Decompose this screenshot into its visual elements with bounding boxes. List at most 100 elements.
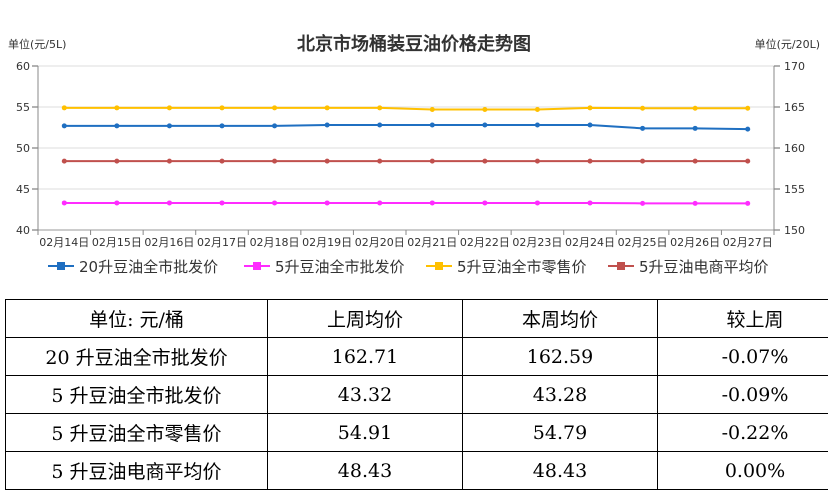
data-point <box>114 123 120 129</box>
data-point <box>534 200 540 206</box>
data-point <box>324 158 330 164</box>
data-point <box>534 122 540 128</box>
y-right-tick-label: 170 <box>784 60 805 73</box>
data-point <box>692 125 698 131</box>
table-row: 20 升豆油全市批发价 162.71 162.59 -0.07% <box>5 337 828 376</box>
y-left-tick-label: 55 <box>16 101 30 114</box>
x-tick-label: 02月25日 <box>618 236 668 249</box>
data-point <box>324 105 330 111</box>
data-point <box>219 105 225 111</box>
data-point <box>166 200 172 206</box>
legend-swatch-marker <box>617 262 625 270</box>
data-point <box>429 158 435 164</box>
y-right-unit: 单位(元/20L) <box>755 37 820 51</box>
data-point <box>429 122 435 128</box>
data-point <box>166 123 172 129</box>
x-tick-label: 02月14日 <box>39 236 89 249</box>
legend-label: 20升豆油全市批发价 <box>79 258 218 276</box>
table-cell: 48.43 <box>462 451 658 490</box>
table-header-row: 单位: 元/桶 上周均价 本周均价 较上周 <box>5 299 828 338</box>
y-right-tick-label: 155 <box>784 183 805 196</box>
data-point <box>61 105 67 111</box>
data-point <box>482 200 488 206</box>
table-cell: 162.59 <box>462 337 658 376</box>
data-point <box>114 158 120 164</box>
x-tick-label: 02月17日 <box>197 236 247 249</box>
data-point <box>377 105 383 111</box>
table-cell: 5 升豆油全市批发价 <box>5 375 268 414</box>
y-left-tick-label: 40 <box>16 224 30 237</box>
data-point <box>272 158 278 164</box>
data-point <box>61 158 67 164</box>
legend-label: 5升豆油全市零售价 <box>457 258 587 276</box>
x-tick-label: 02月22日 <box>460 236 510 249</box>
table-cell: 0.00% <box>657 451 828 490</box>
table-cell: 5 升豆油电商平均价 <box>5 451 268 490</box>
data-point <box>429 200 435 206</box>
table-cell: 54.79 <box>462 413 658 452</box>
data-point <box>429 106 435 112</box>
table-cell: 43.28 <box>462 375 658 414</box>
data-point <box>61 123 67 129</box>
data-point <box>587 105 593 111</box>
table-header-cell: 本周均价 <box>462 299 658 338</box>
table-cell: -0.09% <box>657 375 828 414</box>
data-point <box>324 122 330 128</box>
x-tick-label: 02月18日 <box>250 236 300 249</box>
data-point <box>640 125 646 131</box>
table-header-cell: 上周均价 <box>267 299 463 338</box>
legend-label: 5升豆油电商平均价 <box>639 258 769 276</box>
data-point <box>219 123 225 129</box>
series-line <box>64 106 748 111</box>
x-tick-label: 02月20日 <box>355 236 405 249</box>
data-point <box>640 105 646 111</box>
data-point <box>692 200 698 206</box>
legend-swatch-marker <box>253 262 261 270</box>
data-point <box>61 200 67 206</box>
data-point <box>272 105 278 111</box>
table-cell: 20 升豆油全市批发价 <box>5 337 268 376</box>
table-cell: 162.71 <box>267 337 463 376</box>
data-point <box>166 158 172 164</box>
data-point <box>692 105 698 111</box>
table-row: 5 升豆油全市零售价 54.91 54.79 -0.22% <box>5 413 828 452</box>
y-left-tick-label: 60 <box>16 60 30 73</box>
data-point <box>482 122 488 128</box>
y-left-tick-label: 50 <box>16 142 30 155</box>
table-row: 5 升豆油全市批发价 43.32 43.28 -0.09% <box>5 375 828 414</box>
data-point <box>272 200 278 206</box>
table-cell: 48.43 <box>267 451 463 490</box>
x-tick-label: 02月24日 <box>565 236 615 249</box>
x-tick-label: 02月19日 <box>302 236 352 249</box>
x-tick-label: 02月21日 <box>407 236 457 249</box>
price-table: 单位: 元/桶 上周均价 本周均价 较上周 20 升豆油全市批发价 162.71… <box>5 299 828 490</box>
data-point <box>640 158 646 164</box>
data-point <box>482 106 488 112</box>
data-point <box>745 126 751 132</box>
data-point <box>745 200 751 206</box>
legend-label: 5升豆油全市批发价 <box>275 258 405 276</box>
x-tick-label: 02月16日 <box>144 236 194 249</box>
table-cell: -0.07% <box>657 337 828 376</box>
data-point <box>377 122 383 128</box>
data-point <box>114 200 120 206</box>
y-right-tick-label: 150 <box>784 224 805 237</box>
table-cell: 5 升豆油全市零售价 <box>5 413 268 452</box>
data-point <box>587 158 593 164</box>
data-point <box>640 200 646 206</box>
data-point <box>692 158 698 164</box>
table-header-cell: 单位: 元/桶 <box>5 299 268 338</box>
data-point <box>482 158 488 164</box>
data-point <box>377 158 383 164</box>
data-point <box>166 105 172 111</box>
y-left-tick-label: 45 <box>16 183 30 196</box>
data-point <box>324 200 330 206</box>
table-cell: 43.32 <box>267 375 463 414</box>
data-point <box>745 105 751 111</box>
table-header-cell: 较上周 <box>657 299 828 338</box>
data-point <box>114 105 120 111</box>
y-left-unit: 单位(元/5L) <box>8 37 66 51</box>
chart-title: 北京市场桶装豆油价格走势图 <box>297 33 531 55</box>
series-line <box>64 124 748 131</box>
legend-swatch-marker <box>57 262 65 270</box>
